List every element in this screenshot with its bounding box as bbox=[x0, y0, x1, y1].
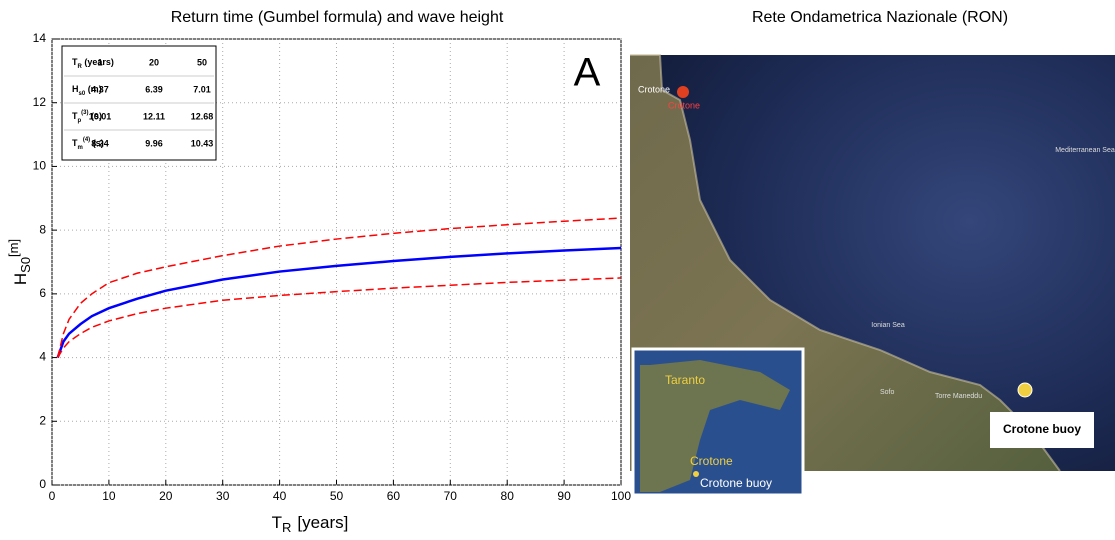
label-rest: (s) bbox=[90, 138, 104, 148]
x-tick-label: 80 bbox=[501, 489, 515, 503]
crotone-marker bbox=[677, 86, 689, 98]
map-label: Torre Maneddu bbox=[935, 393, 982, 400]
x-label-sub: R bbox=[282, 520, 291, 535]
y-tick-label: 6 bbox=[39, 286, 46, 300]
label-sup: (4) bbox=[83, 137, 90, 143]
table-cell: 12.11 bbox=[143, 111, 165, 121]
inset-land bbox=[640, 360, 790, 492]
label-sup: (3) bbox=[81, 110, 88, 116]
label-main: T bbox=[72, 138, 78, 148]
label-rest: (m) bbox=[85, 84, 102, 94]
table-cell: 6.39 bbox=[145, 84, 163, 94]
inset-label: Taranto bbox=[665, 373, 705, 387]
table-cell: 1 bbox=[97, 57, 102, 67]
x-tick-label: 50 bbox=[330, 489, 344, 503]
map-label: Crotone bbox=[668, 100, 700, 110]
x-tick-label: 60 bbox=[387, 489, 401, 503]
label-sub: R bbox=[78, 64, 83, 70]
inset-label: Crotone bbox=[690, 454, 733, 468]
y-tick-label: 12 bbox=[33, 95, 47, 109]
y-tick-label: 10 bbox=[33, 159, 47, 173]
table-cell: 12.68 bbox=[191, 111, 214, 121]
map-title: Rete Ondametrica Nazionale (RON) bbox=[752, 9, 1008, 26]
table-row-label: Hs0 (m) bbox=[72, 84, 102, 96]
inset-buoy bbox=[693, 471, 699, 477]
buoy-box bbox=[990, 412, 1094, 448]
series-line bbox=[56, 217, 622, 358]
chart-title: Return time (Gumbel formula) and wave he… bbox=[171, 9, 504, 26]
map-label: Crotone buoy bbox=[1003, 422, 1081, 436]
label-main: T bbox=[72, 57, 78, 67]
y-tick-label: 0 bbox=[39, 477, 46, 491]
label-rest: (years) bbox=[82, 57, 114, 67]
x-tick-label: 20 bbox=[159, 489, 173, 503]
x-tick-label: 30 bbox=[216, 489, 230, 503]
y-tick-label: 8 bbox=[39, 222, 46, 236]
map-label: Ionian Sea bbox=[871, 322, 905, 329]
y-axis-label: HS0[m] bbox=[6, 239, 33, 285]
table-cell: 20 bbox=[149, 57, 159, 67]
label-sub: m bbox=[78, 145, 83, 151]
table-cell: 9.96 bbox=[145, 138, 163, 148]
table-cell: 10.43 bbox=[191, 138, 214, 148]
y-tick-label: 14 bbox=[33, 31, 47, 45]
map: Crotone Crotone Ionian Sea Mediterranean… bbox=[630, 54, 1115, 497]
inset-label: Crotone buoy bbox=[700, 476, 772, 490]
x-label-main: T bbox=[272, 513, 282, 532]
series-line bbox=[57, 277, 622, 358]
label-rest: (s) bbox=[89, 111, 103, 121]
y-tick-label: 2 bbox=[39, 413, 46, 427]
label-main: H bbox=[72, 84, 79, 94]
table-row-label: TR (years) bbox=[72, 57, 114, 69]
x-tick-label: 100 bbox=[611, 489, 631, 503]
x-tick-label: 70 bbox=[444, 489, 458, 503]
table-cell: 50 bbox=[197, 57, 207, 67]
buoy-marker bbox=[1017, 382, 1033, 398]
map-label: Mediterranean Sea bbox=[1055, 147, 1115, 154]
table-row-label: Tp (3) (s) bbox=[72, 110, 102, 124]
table-cell: 8.24 bbox=[91, 138, 109, 148]
map-label: Sofo bbox=[880, 389, 895, 396]
y-tick-label: 4 bbox=[39, 350, 46, 364]
table-cell: 4.37 bbox=[91, 84, 109, 94]
x-axis-label: TR [years] bbox=[272, 513, 349, 535]
table-cell: 10.01 bbox=[89, 111, 112, 121]
label-sub: p bbox=[78, 118, 82, 124]
y-label-main: H bbox=[11, 273, 30, 285]
table-cell: 7.01 bbox=[193, 84, 211, 94]
panel-letter: A bbox=[574, 51, 601, 95]
map-label: Crotone bbox=[638, 84, 670, 94]
label-main: T bbox=[72, 111, 78, 121]
table-row-label: Tm(4) (s) bbox=[72, 137, 104, 151]
y-label-sub: S0 bbox=[18, 257, 33, 273]
x-label-rest: [years] bbox=[297, 513, 348, 532]
label-sub: s0 bbox=[79, 91, 86, 97]
coastline bbox=[630, 54, 1061, 472]
series-line bbox=[56, 246, 622, 358]
x-tick-label: 40 bbox=[273, 489, 287, 503]
x-tick-label: 90 bbox=[557, 489, 571, 503]
x-tick-label: 10 bbox=[102, 489, 116, 503]
y-label-sup: [m] bbox=[6, 239, 21, 257]
x-tick-label: 0 bbox=[49, 489, 56, 503]
